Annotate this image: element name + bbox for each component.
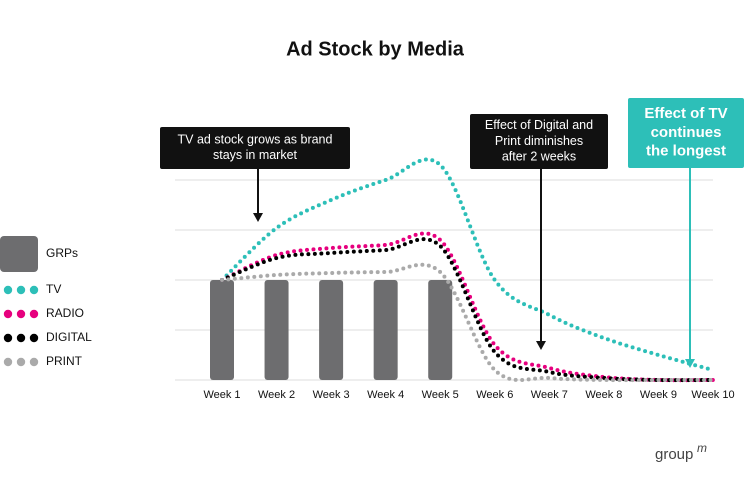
legend-label: RADIO (46, 306, 84, 320)
legend-swatch (29, 357, 39, 367)
legend-label: DIGITAL (46, 330, 92, 344)
legend-swatch (0, 236, 38, 272)
annotation-box (628, 98, 744, 168)
logo: group (655, 446, 693, 463)
annotation-box (160, 127, 350, 169)
legend-swatch (29, 309, 39, 319)
x-tick-label: Week 2 (258, 389, 295, 401)
x-tick-label: Week 8 (585, 389, 622, 401)
annotation-arrowhead (685, 359, 695, 368)
legend-swatch (16, 333, 26, 343)
legend-label: TV (46, 282, 61, 296)
x-tick-label: Week 1 (203, 389, 240, 401)
annotation-box (470, 114, 608, 169)
x-tick-label: Week 6 (476, 389, 513, 401)
annotation-text: Effect of Digital and (485, 118, 593, 132)
annotation-arrowhead (253, 213, 263, 222)
line (220, 231, 715, 383)
bar (428, 280, 453, 380)
legend-swatch (3, 309, 13, 319)
legend-label: GRPs (46, 246, 78, 260)
x-tick-label: Week 9 (640, 389, 677, 401)
line (220, 157, 715, 372)
chart-title: Ad Stock by Media (286, 38, 465, 60)
logo-mark: m (697, 441, 707, 455)
bar (319, 280, 344, 380)
legend-swatch (16, 285, 26, 295)
annotation-text: TV ad stock grows as brand (178, 132, 333, 146)
annotation-arrowhead (536, 341, 546, 350)
legend-swatch (16, 357, 26, 367)
annotation-text: Print diminishes (495, 134, 583, 148)
x-tick-label: Week 3 (313, 389, 350, 401)
x-tick-label: Week 4 (367, 389, 404, 401)
legend-swatch (3, 357, 13, 367)
annotation-text: the longest (646, 143, 726, 160)
line (220, 262, 715, 383)
legend-label: PRINT (46, 354, 83, 368)
legend-swatch (3, 333, 13, 343)
legend-swatch (3, 285, 13, 295)
annotation-text: stays in market (213, 148, 298, 162)
x-tick-label: Week 10 (691, 389, 734, 401)
annotation-text: Effect of TV (644, 105, 727, 122)
legend-swatch (16, 309, 26, 319)
legend-swatch (29, 285, 39, 295)
annotation-text: continues (651, 124, 722, 141)
x-tick-label: Week 5 (422, 389, 459, 401)
bar (373, 280, 398, 380)
annotation-text: after 2 weeks (502, 149, 576, 163)
line (220, 237, 715, 383)
bar (210, 280, 234, 380)
x-tick-label: Week 7 (531, 389, 568, 401)
bar (264, 280, 289, 380)
legend-swatch (29, 333, 39, 343)
